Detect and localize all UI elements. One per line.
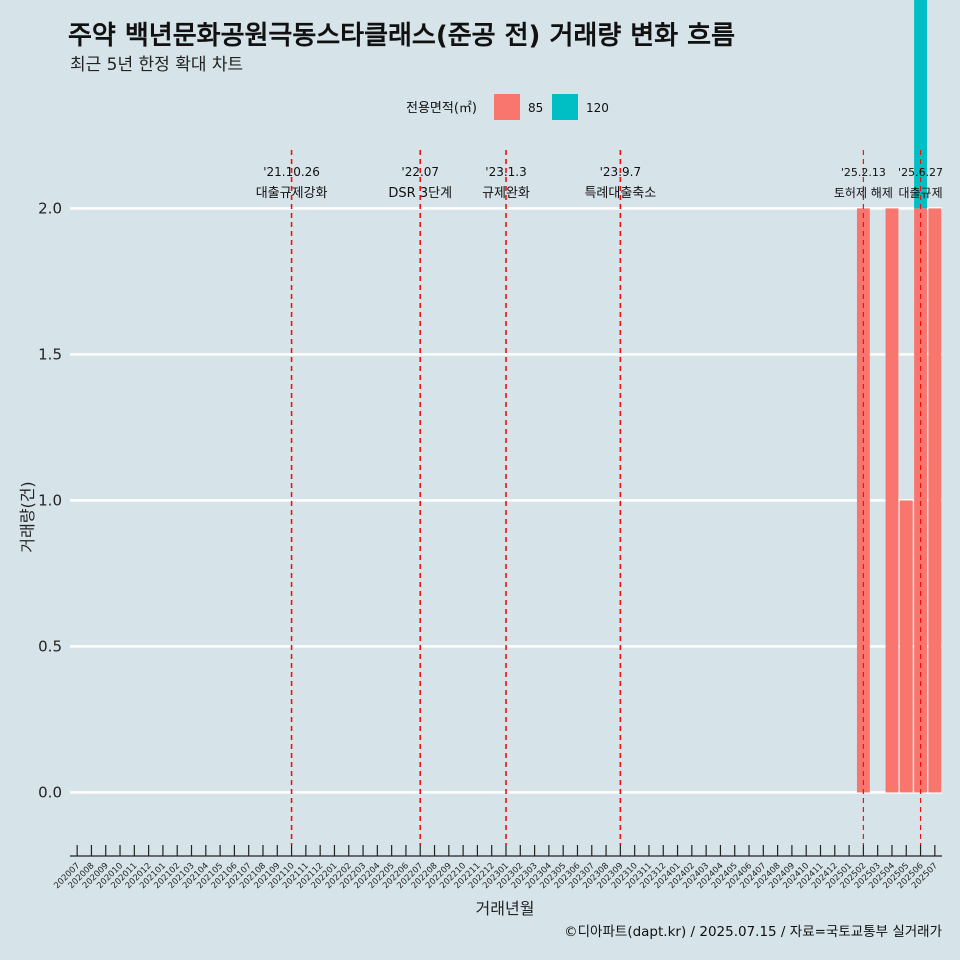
event-date-202309: '23.9.7 [600,165,641,179]
y-axis-ticks: 0.0 0.5 1.0 1.5 2.0 [38,199,62,801]
event-date-202301: '23.1.3 [485,165,526,179]
event-date-202506: '25.6.27 [898,166,943,179]
caption: ©디아파트(dapt.kr) / 2025.07.15 / 자료=국토교통부 실… [564,924,942,940]
event-label-202506: 대출규제 [898,186,942,200]
bar-85-202504 [885,208,899,793]
event-label-202110: 대출규제강화 [256,186,328,201]
event-date-202110: '21.10.26 [263,165,320,179]
legend-swatch-120 [552,94,578,120]
event-label-202502: 토허제 해제 [834,186,893,200]
bar-85-202505 [899,500,913,793]
event-label-202207: DSR 3단계 [388,186,452,201]
event-markers: '21.10.26 대출규제강화 '22.07 DSR 3단계 '23.1.3 규제완화 '… [256,150,943,845]
event-label-202309: 특례대출축소 [584,186,656,201]
y-tick-label: 0.0 [38,783,62,801]
chart-subtitle: 최근 5년 한정 확대 차트 [70,55,243,75]
legend-label-120: 120 [586,101,609,115]
legend-swatch-85 [494,94,520,120]
event-label-202301: 규제완화 [482,186,530,201]
bar-85-202502 [856,208,870,793]
event-date-202207: '22.07 [401,165,439,179]
bar-120-202506 [914,0,927,209]
chart-title: 주약 백년문화공원극동스타클래스(준공 전) 거래량 변화 흐름 [68,21,735,51]
y-tick-label: 0.5 [38,637,62,655]
x-axis: 2020072020082020092020102020112020122021… [52,845,942,891]
event-date-202502: '25.2.13 [841,166,886,179]
legend-title: 전용면적(㎡) [406,101,477,116]
bar-85-202506 [914,208,927,793]
y-tick-label: 1.5 [38,345,62,363]
legend: 전용면적(㎡) 85 120 [406,94,609,120]
legend-label-85: 85 [528,101,543,115]
bars [856,0,942,793]
x-axis-title: 거래년월 [476,899,535,918]
y-tick-label: 2.0 [38,199,62,217]
y-tick-label: 1.0 [38,491,62,509]
bar-85-202507 [928,208,942,793]
y-axis-title: 거래량(건) [18,481,37,552]
